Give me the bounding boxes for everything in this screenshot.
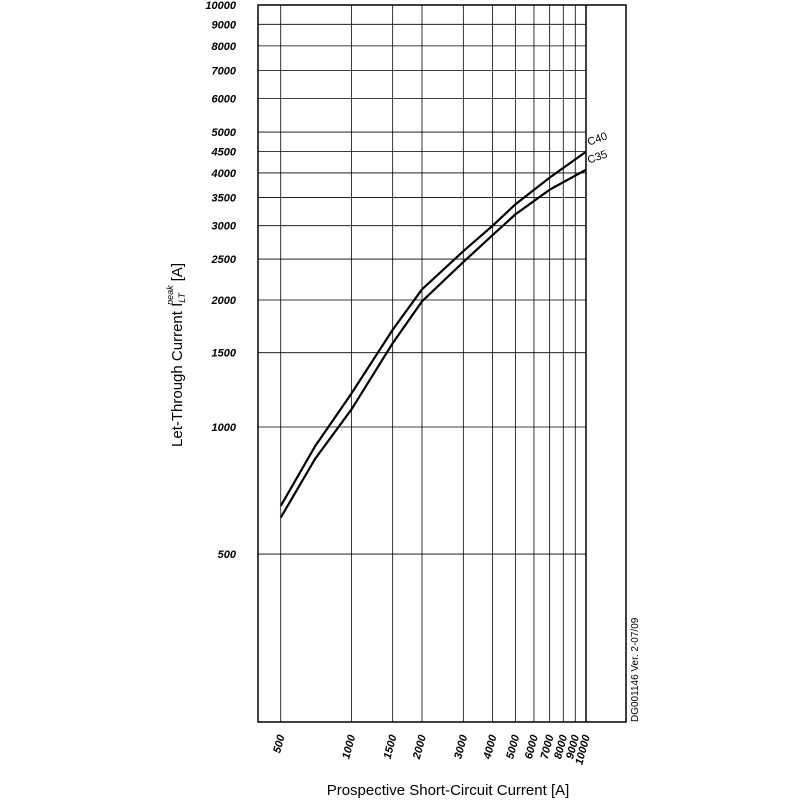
y-tick-label: 3000 bbox=[212, 221, 237, 233]
y-tick-label: 6000 bbox=[212, 94, 237, 106]
x-tick-label: 4000 bbox=[481, 733, 499, 762]
x-tick-label: 1500 bbox=[382, 733, 400, 761]
y-label-unit: [A] bbox=[169, 263, 186, 281]
y-tick-label: 4500 bbox=[211, 146, 237, 158]
x-tick-label: 1000 bbox=[340, 733, 358, 761]
y-tick-label: 7000 bbox=[212, 65, 237, 77]
series-label: C40 bbox=[586, 130, 609, 148]
frame bbox=[257, 4, 627, 723]
series-label: C35 bbox=[586, 148, 609, 166]
x-axis-label: Prospective Short-Circuit Current [A] bbox=[327, 782, 570, 799]
y-tick-label: 2000 bbox=[211, 295, 237, 307]
y-label-sub: LT bbox=[177, 291, 187, 302]
y-axis-label: Let-Through Current ILTpeak [A] bbox=[165, 263, 187, 447]
y-tick-label: 4000 bbox=[211, 168, 237, 180]
y-label-sup: peak bbox=[165, 285, 175, 306]
x-tick-label: 3000 bbox=[452, 733, 470, 761]
y-tick-label: 500 bbox=[218, 549, 237, 561]
x-tick-label: 2000 bbox=[411, 733, 429, 762]
y-tick-label: 3500 bbox=[212, 192, 237, 204]
x-tick-label: 5000 bbox=[504, 733, 522, 761]
y-tick-label: 5000 bbox=[212, 127, 237, 139]
version-note: DG001146 Ver. 2-07/09 bbox=[630, 617, 641, 722]
curve bbox=[279, 168, 587, 519]
curve bbox=[279, 150, 587, 507]
y-tick-label: 10000 bbox=[205, 0, 236, 12]
y-tick-label: 1500 bbox=[212, 348, 237, 360]
y-tick-label: 9000 bbox=[212, 19, 237, 31]
y-tick-label: 1000 bbox=[212, 422, 237, 434]
y-tick-label: 2500 bbox=[211, 254, 237, 266]
y-label-main: Let-Through Current I bbox=[169, 303, 186, 447]
x-tick-label: 500 bbox=[271, 733, 288, 755]
y-tick-label: 8000 bbox=[212, 41, 237, 53]
